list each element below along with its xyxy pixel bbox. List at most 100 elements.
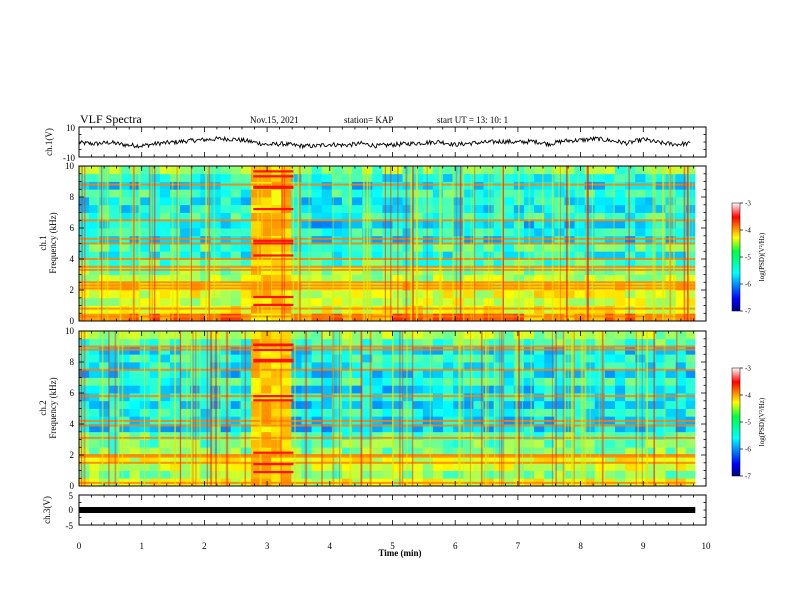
ch1-spectrogram-cell (665, 173, 677, 182)
ch1-spectrogram-sferic (349, 166, 351, 321)
ch1-frequency-ytick-label: 6 (70, 223, 75, 233)
ch1-spectrogram-cell (271, 166, 282, 175)
ch2-spectrogram-cell (554, 400, 565, 409)
ch1-spectrogram-cell (685, 297, 697, 306)
ch2-frequency-ytick-label: 8 (70, 357, 75, 367)
ch1-spectrogram-cell (341, 274, 353, 283)
ch2-spectrogram-cell (544, 369, 555, 378)
ch2-spectrogram-sferic (581, 331, 584, 486)
ch1-spectrogram-sferic (81, 166, 83, 321)
ch2-spectrogram-cell (341, 447, 353, 456)
ch1-spectrogram-cell (352, 204, 363, 213)
ch1-spectrogram-cell (523, 166, 535, 175)
ch2-spectrogram-cell (402, 400, 414, 409)
ch2-spectrogram-cell (614, 338, 626, 347)
ch2-spectrogram-cell (382, 338, 393, 347)
ch2-spectrogram-cell (402, 439, 414, 448)
ch2-spectrogram-cell (220, 462, 232, 471)
ch2-frequency-ytick-label: 4 (70, 419, 75, 429)
ch2-spectrogram-cell (483, 400, 495, 409)
ch2-spectrogram-cell (483, 408, 495, 417)
ch1-spectrogram-cell (523, 204, 535, 213)
ch1-spectrogram-cell (432, 297, 444, 306)
ch2-spectrogram-cell (564, 362, 575, 371)
ch1-spectrogram-cell (372, 290, 383, 299)
ch2-spectrogram-cell (432, 462, 444, 471)
ch2-spectrogram-cell (432, 447, 444, 456)
ch1-spectrogram-burst-band (253, 303, 294, 306)
time-axis-tick-label: 1 (139, 541, 144, 551)
ch2-spectrogram-cell (655, 408, 666, 417)
ch1-spectrogram-cell (453, 274, 464, 283)
ch2-spectrogram-cell (523, 408, 535, 417)
ch1-spectrogram-cell (503, 166, 515, 175)
ch2-spectrogram-cell (362, 455, 373, 464)
ch1-spectrogram-cell (271, 173, 282, 182)
ch1-spectrogram-cell (392, 228, 404, 237)
ch1-spectrogram-cell (544, 220, 555, 229)
ch1-spectrogram-cell (159, 220, 171, 229)
ch2-spectrogram-cell (220, 354, 232, 363)
ch1-spectrogram-cell (422, 228, 434, 237)
ch1-spectrogram-cell (99, 251, 110, 260)
ch2-spectrogram-cell (180, 408, 191, 417)
ch2-spectrogram-cell (341, 424, 353, 433)
ch2-spectrogram-cell (584, 455, 596, 464)
ch2-spectrogram-cell (159, 338, 171, 347)
ch2-spectrogram-sferic (555, 331, 557, 486)
ch2-spectrogram-sferic (371, 331, 372, 486)
ch1-spectrogram-cell (250, 243, 262, 252)
ch2-spectrogram-cell (200, 369, 211, 378)
ch1-spectrogram-cell (129, 212, 141, 221)
ch2-spectrogram-cell (89, 385, 100, 394)
ch2-spectrogram-cell (250, 408, 262, 417)
ch2-spectrogram-cell (372, 354, 383, 363)
ch1-spectrogram-line (79, 265, 706, 268)
ch2-spectrogram-cell (382, 331, 393, 340)
ch2-spectrogram-cell (382, 431, 393, 440)
ch2-spectrogram-cell (372, 455, 383, 464)
ch2-spectrogram-cell (574, 385, 586, 394)
ch3-ytick-bottom: -5 (66, 521, 74, 531)
ch2-spectrogram-cell (503, 447, 515, 456)
ch2-spectrogram-cell (604, 424, 616, 433)
ch2-spectrogram-cell (331, 408, 343, 417)
ch1-spectrogram-cell (382, 290, 393, 299)
ch1-spectrogram-cell (594, 290, 606, 299)
ch1-spectrogram-cell (159, 204, 171, 213)
ch2-spectrogram-cell (594, 424, 606, 433)
ch2-spectrogram-cell (190, 408, 201, 417)
ch2-spectrogram-cell (392, 354, 404, 363)
ch2-spectrogram-cell (594, 439, 606, 448)
ch1-spectrogram-cell (483, 235, 495, 244)
ch2-spectrogram-cell (675, 338, 687, 347)
ch1-spectrogram-sferic (568, 166, 571, 321)
ch1-spectrogram-cell (89, 259, 100, 268)
ch2-spectrogram-cell (645, 408, 656, 417)
ch2-spectrogram-cell (129, 369, 141, 378)
ch1-spectrogram-cell (594, 212, 606, 221)
ch1-spectrogram-cell (331, 243, 343, 252)
ch2-spectrogram-cell (584, 331, 596, 340)
ch1-spectrogram-cell (473, 228, 484, 237)
ch1-spectrogram-cell (240, 166, 252, 175)
ch1-spectrogram-cell (614, 166, 626, 175)
ch2-spectrogram-cell (321, 385, 333, 394)
ch1-spectrogram-cell (99, 259, 110, 268)
ch2-spectrogram-cell (584, 447, 596, 456)
ch2-spectrogram-cell (685, 385, 697, 394)
ch2-spectrogram-cell (483, 385, 495, 394)
ch1-spectrogram-cell (614, 228, 626, 237)
ch1-spectrogram-cell (625, 212, 636, 221)
ch2-spectrogram-cell (625, 377, 636, 386)
ch1-spectrogram-cell (554, 173, 565, 182)
ch1-spectrogram-cell (291, 259, 302, 268)
ch2-spectrogram-cell (250, 354, 262, 363)
ch1-spectrogram-cell (341, 235, 353, 244)
ch1-spectrogram-cell (250, 197, 262, 206)
ch1-spectrogram-cell (544, 166, 555, 175)
ch2-spectrogram-cell (554, 431, 565, 440)
ch1-spectrogram-cell (534, 204, 545, 213)
ch1-spectrogram-cell (544, 197, 555, 206)
ch2-spectrogram-sferic (239, 331, 241, 486)
